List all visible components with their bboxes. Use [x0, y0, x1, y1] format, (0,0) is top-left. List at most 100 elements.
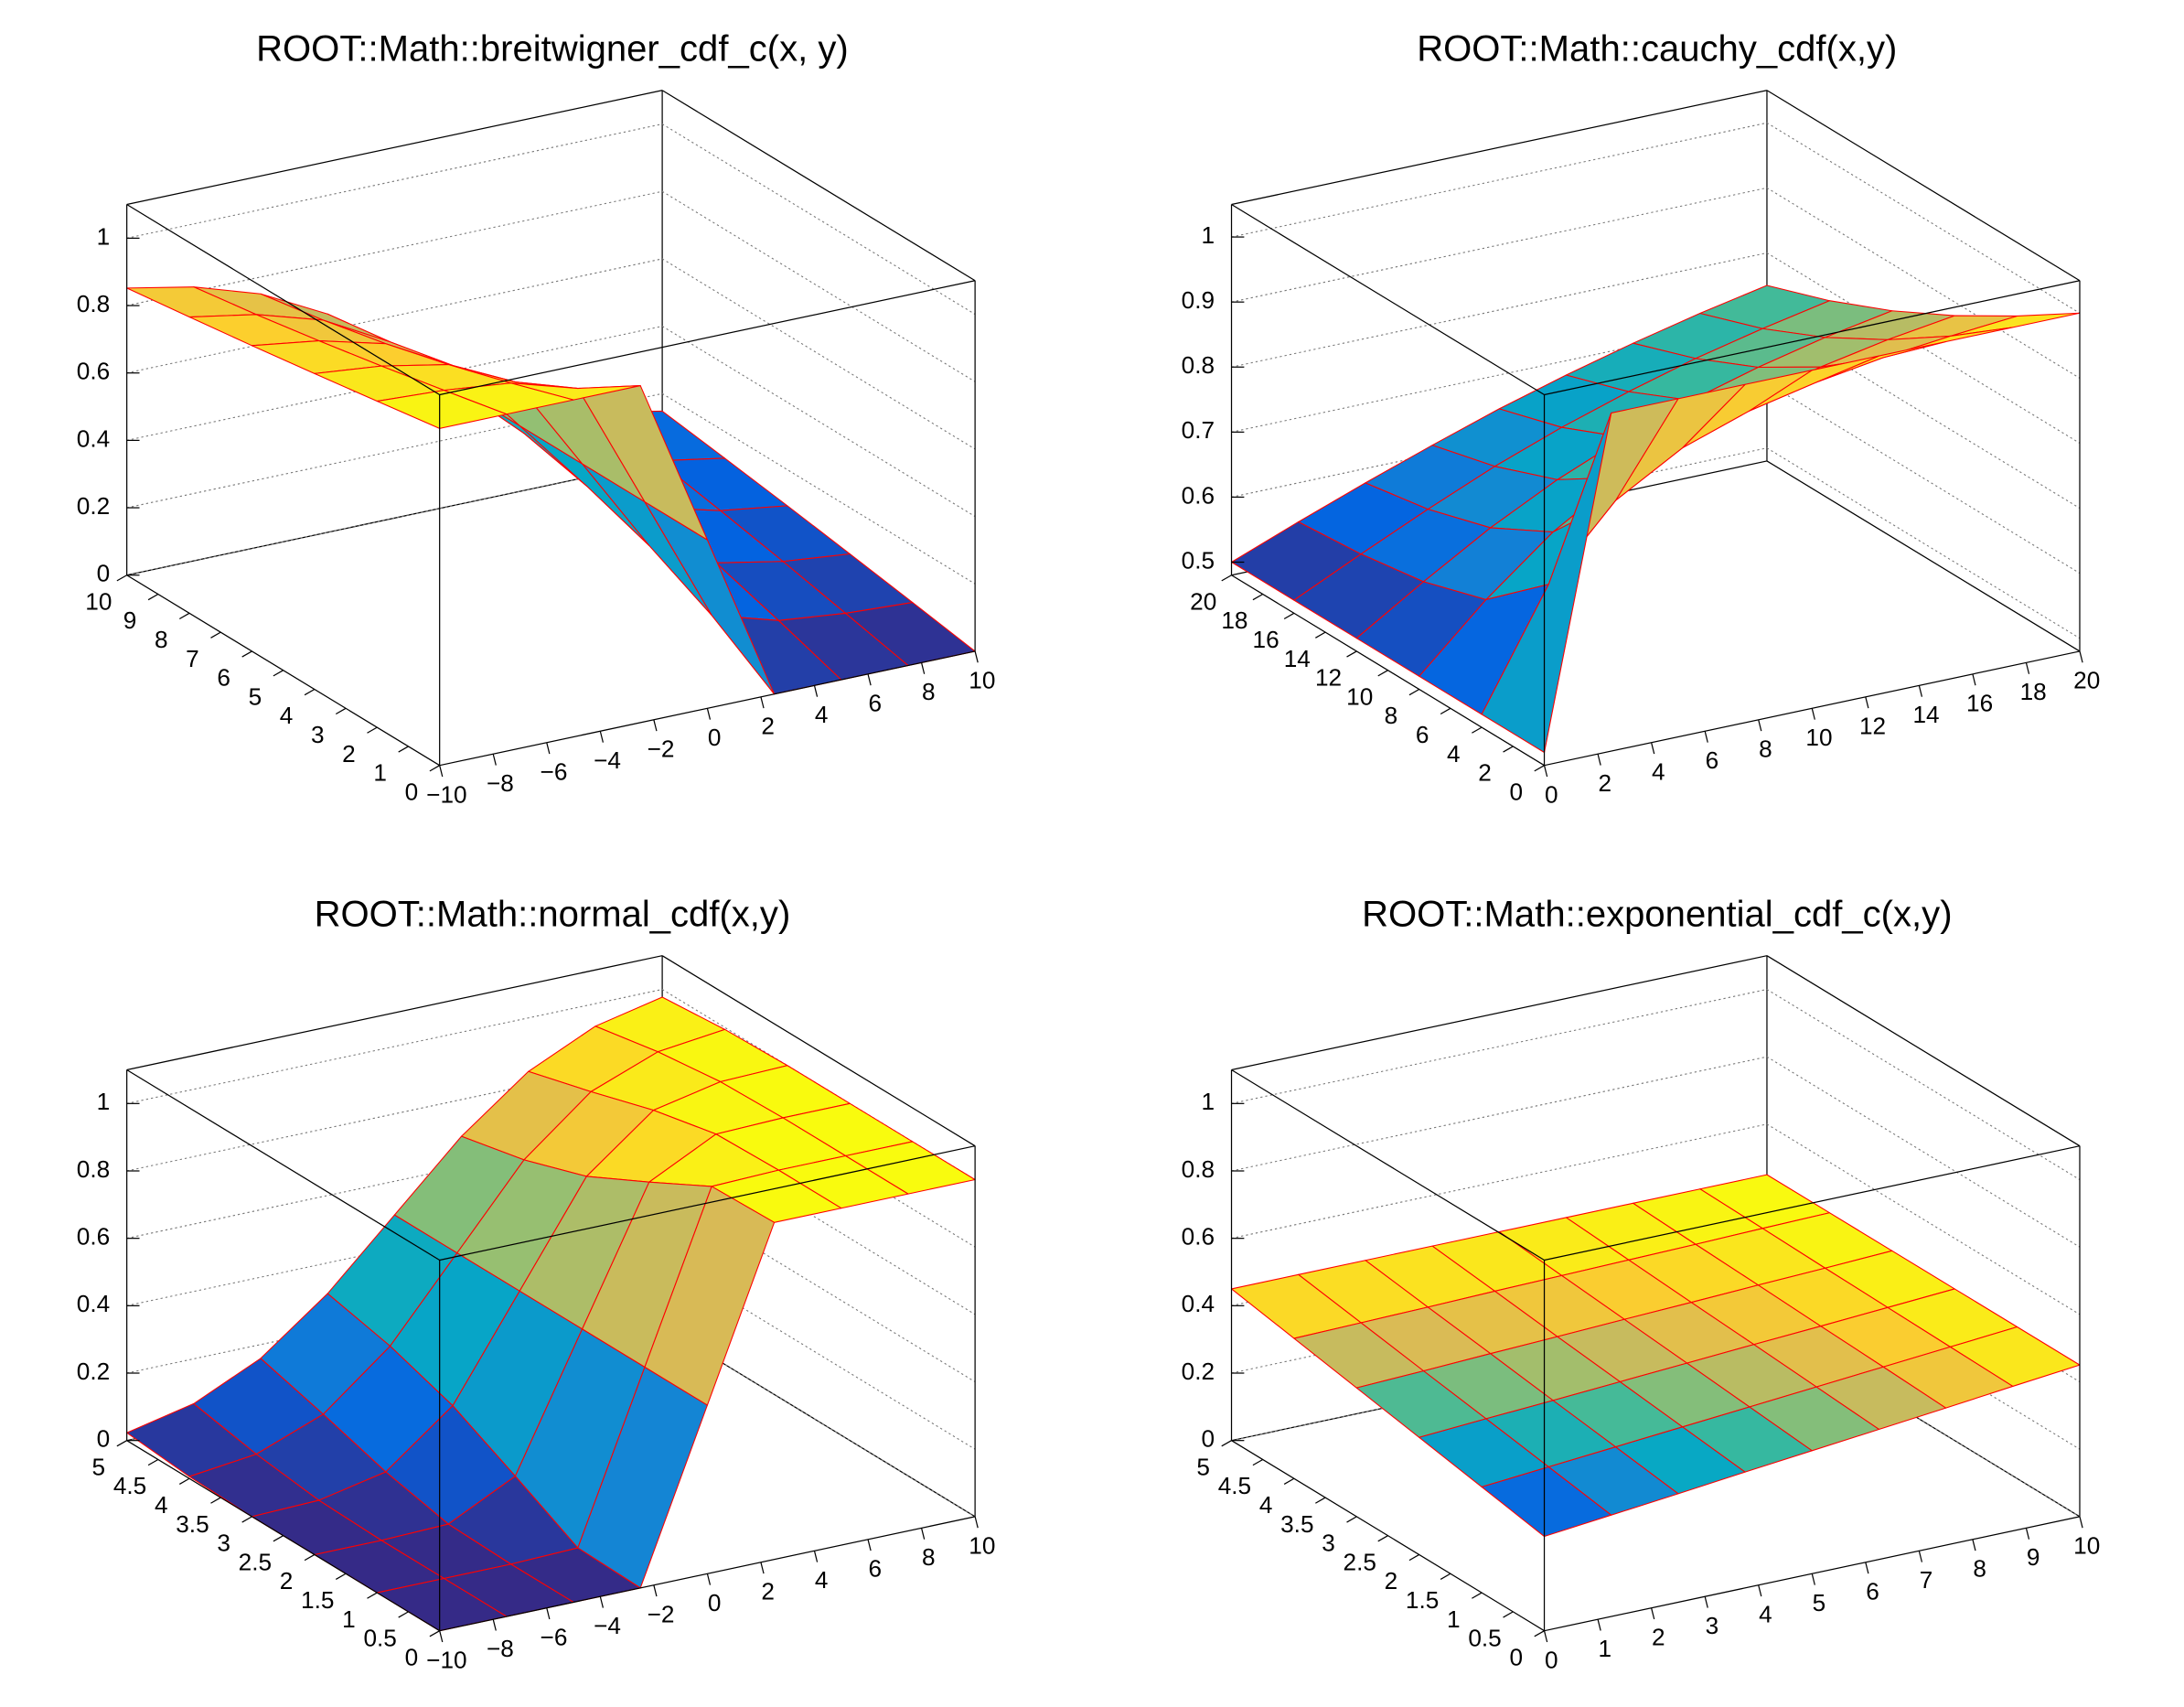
x-tick-label: 6: [868, 1555, 882, 1583]
y-tick-label: 3: [1322, 1530, 1335, 1557]
grid-line: [126, 988, 976, 1180]
y-tick: [1283, 612, 1295, 620]
box-edge: [126, 90, 663, 206]
x-tick: [974, 650, 979, 663]
x-tick: [1704, 1596, 1708, 1608]
x-tick-label: 18: [2020, 678, 2047, 705]
grid-line: [126, 123, 976, 316]
x-tick-label: 7: [1920, 1566, 1933, 1594]
x-tick: [1865, 696, 1869, 709]
y-tick: [1440, 707, 1451, 715]
z-tick-label: 0: [97, 560, 111, 587]
z-tick-label: 0.4: [77, 1290, 110, 1317]
y-tick-label: 3: [311, 721, 325, 748]
chart-title: ROOT::Math::exponential_cdf_c(x,y): [1362, 894, 1952, 934]
box-edge: [126, 460, 663, 576]
z-tick-label: 0.4: [1182, 1290, 1215, 1317]
grid-line: [1231, 1056, 2081, 1248]
y-tick-label: 0: [1509, 1643, 1523, 1670]
y-tick: [273, 1535, 284, 1542]
x-tick: [653, 719, 658, 732]
y-tick: [241, 650, 252, 658]
y-tick-label: 3: [217, 1530, 230, 1557]
y-tick: [429, 765, 440, 772]
y-tick-label: 18: [1221, 607, 1247, 634]
grid-line: [126, 326, 976, 518]
box-edge: [126, 204, 441, 396]
y-tick-label: 6: [217, 664, 230, 692]
y-tick: [429, 1630, 440, 1637]
y-tick-label: 5: [92, 1453, 106, 1480]
y-tick-label: 4.5: [113, 1472, 146, 1499]
y-tick-label: 20: [1190, 587, 1216, 615]
x-tick-label: 0: [1545, 781, 1558, 809]
x-tick-label: 6: [868, 690, 882, 717]
grid-line: [1231, 1123, 2081, 1315]
y-tick-label: 1: [342, 1605, 356, 1633]
x-tick: [813, 1551, 819, 1562]
y-tick: [178, 612, 190, 620]
box-edge: [1544, 280, 2081, 396]
x-tick: [653, 1584, 658, 1597]
z-tick-label: 0: [97, 1425, 111, 1453]
x-tick: [546, 742, 551, 755]
y-tick-label: 5: [1196, 1453, 1210, 1480]
x-tick-label: 0: [708, 1589, 722, 1616]
y-tick: [367, 726, 378, 734]
y-tick-label: 1: [373, 759, 387, 787]
x-tick: [1704, 731, 1708, 743]
y-tick: [1252, 593, 1264, 601]
x-tick: [1597, 754, 1601, 766]
y-tick-label: 0.5: [363, 1625, 396, 1652]
x-tick: [920, 662, 926, 674]
box-edge: [1231, 1068, 1545, 1261]
x-tick: [1543, 1630, 1548, 1643]
x-tick: [1758, 1584, 1762, 1597]
y-tick: [398, 1611, 409, 1618]
y-tick-label: 1.5: [301, 1586, 334, 1614]
x-tick: [1758, 719, 1762, 732]
x-tick: [546, 1607, 551, 1620]
y-tick-label: 2.5: [1344, 1548, 1376, 1575]
y-tick-label: 10: [1346, 682, 1373, 710]
z-tick-label: 1: [97, 1088, 111, 1115]
z-tick-label: 0.8: [1182, 1155, 1215, 1183]
grid-line: [126, 392, 976, 585]
grid-line: [126, 190, 976, 382]
z-tick-label: 0.2: [1182, 1358, 1215, 1385]
y-tick: [304, 688, 316, 696]
box-edge: [126, 955, 663, 1071]
x-tick: [1811, 1573, 1815, 1585]
x-tick-label: 6: [1706, 746, 1719, 774]
y-tick: [1472, 726, 1483, 734]
x-tick: [2025, 662, 2030, 674]
y-tick: [1252, 1458, 1264, 1466]
x-tick-label: 1: [1599, 1635, 1612, 1662]
y-tick: [1534, 1630, 1545, 1637]
y-tick-label: 0.5: [1468, 1625, 1501, 1652]
y-tick: [1440, 1573, 1451, 1580]
x-tick-label: 4: [1652, 758, 1665, 786]
x-tick-label: 14: [1912, 701, 1939, 728]
chart-title: ROOT::Math::cauchy_cdf(x,y): [1417, 28, 1897, 69]
x-tick-label: 12: [1859, 713, 1886, 740]
y-tick: [1283, 1477, 1295, 1485]
y-tick-label: 10: [85, 587, 112, 615]
x-tick-label: −10: [426, 781, 466, 809]
x-tick-label: 5: [1813, 1589, 1826, 1616]
y-tick: [1377, 670, 1388, 677]
y-tick-label: 4: [280, 702, 294, 729]
y-tick: [178, 1477, 190, 1485]
z-tick-label: 0.8: [1182, 351, 1215, 379]
box-edge: [1231, 955, 1768, 1071]
y-tick: [273, 670, 284, 677]
x-tick-label: 10: [969, 1532, 995, 1560]
y-tick-label: 4: [1259, 1491, 1273, 1519]
y-tick-label: 3.5: [176, 1510, 209, 1538]
box-edge: [1544, 1145, 2081, 1261]
x-tick-label: 10: [1805, 724, 1832, 751]
y-tick-label: 2: [280, 1567, 294, 1594]
y-tick: [147, 593, 159, 601]
y-tick-label: 0: [405, 778, 419, 805]
x-tick: [867, 1539, 872, 1551]
